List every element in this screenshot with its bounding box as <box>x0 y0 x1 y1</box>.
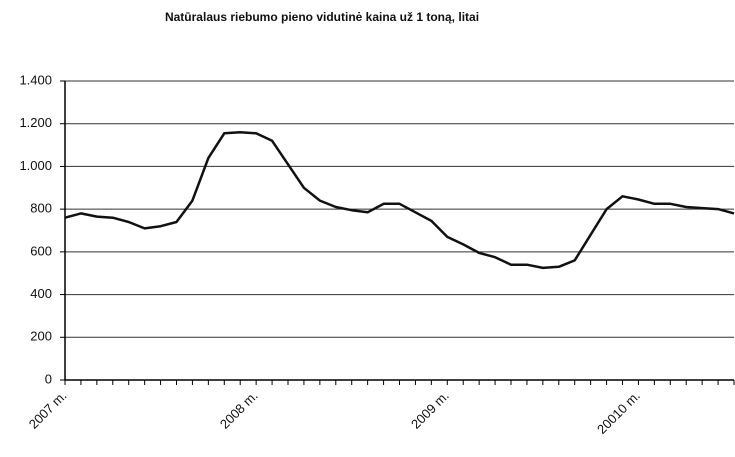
x-tick-label: 20010 m. <box>594 388 643 437</box>
y-tick-label: 1.400 <box>19 72 52 87</box>
x-tick-label: 2007 m. <box>26 388 70 432</box>
line-series <box>64 131 735 270</box>
y-tick-label: 400 <box>30 286 52 301</box>
y-tick-label: 200 <box>30 329 52 344</box>
chart-title: Natūralaus riebumo pieno vidutinė kaina … <box>165 10 479 24</box>
y-tick-label: 1.000 <box>19 158 52 173</box>
x-tick-label: 2009 m. <box>408 388 452 432</box>
x-tick-label: 2008 m. <box>217 388 261 432</box>
y-tick-label: 800 <box>30 201 52 216</box>
y-tick-label: 1.200 <box>19 115 52 130</box>
y-tick-label: 600 <box>30 243 52 258</box>
y-tick-label: 0 <box>45 371 52 386</box>
